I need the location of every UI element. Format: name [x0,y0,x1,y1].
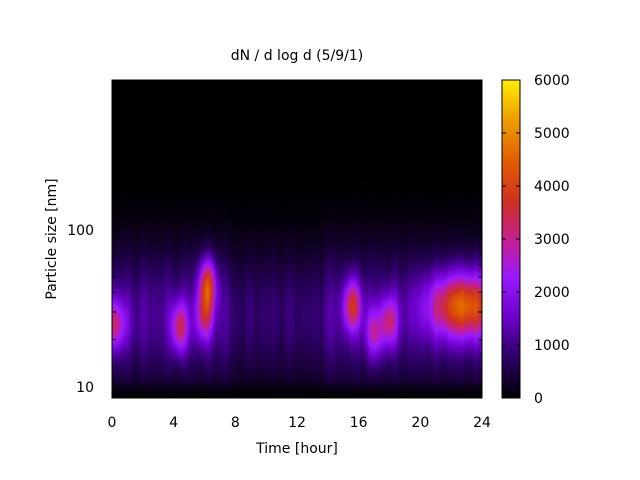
x-tick-label: 16 [350,415,368,431]
x-tick-label: 24 [473,415,491,431]
heatmap-image [112,80,482,398]
colorbar-tick-label: 6000 [534,73,570,89]
colorbar-tick-label: 1000 [534,338,570,354]
colorbar-axis: 0 1000 2000 3000 4000 5000 6000 [502,73,570,407]
x-axis: 0 4 8 12 16 20 24 [108,80,491,431]
x-axis-label: Time [hour] [255,441,338,457]
x-tick-label: 12 [288,415,306,431]
colorbar-tick-label: 4000 [534,179,570,195]
x-tick-label: 0 [108,415,117,431]
plot-area [111,79,483,399]
y-axis: 10 100 [67,79,482,396]
colorbar-tick-label: 3000 [534,232,570,248]
x-tick-label: 8 [231,415,240,431]
y-tick-label: 100 [67,223,94,239]
colorbar-tick-label: 5000 [534,126,570,142]
colorbar-tick-label: 0 [534,391,543,407]
x-tick-label: 4 [169,415,178,431]
colorbar-tick-label: 2000 [534,285,570,301]
chart-title: dN / d log d (5/9/1) [231,48,364,64]
x-tick-label: 20 [411,415,429,431]
y-tick-label: 10 [76,380,94,396]
y-axis-label: Particle size [nm] [44,178,60,299]
